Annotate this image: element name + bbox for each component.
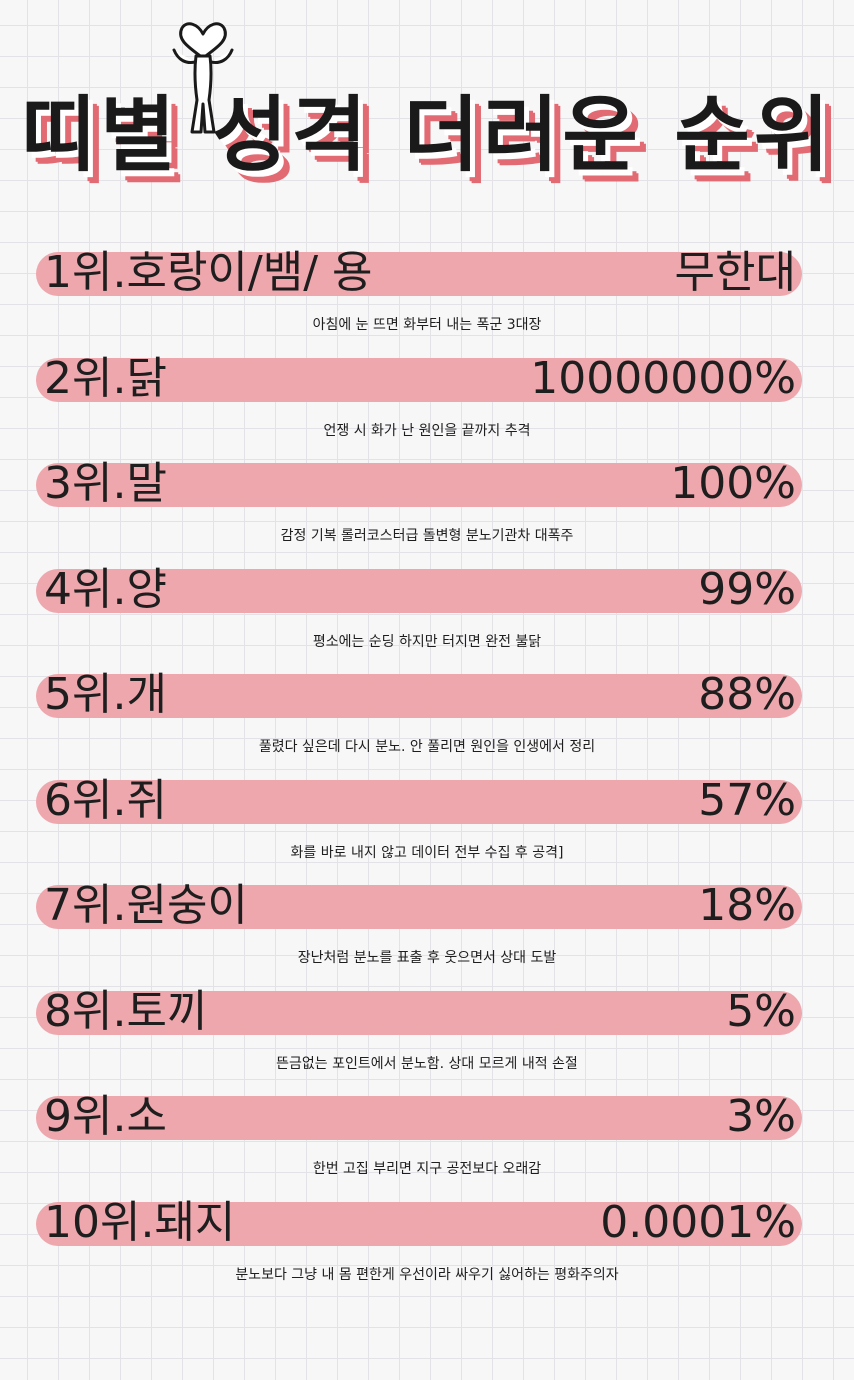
rank-label: 4위.양 bbox=[44, 563, 167, 615]
rank-bar bbox=[36, 1201, 802, 1246]
rank-value: 57% bbox=[698, 774, 796, 826]
rank-bar bbox=[36, 779, 802, 824]
rank-label: 3위.말 bbox=[44, 458, 167, 509]
rank-description: 아침에 눈 뜨면 화부터 내는 폭군 3대장 bbox=[312, 317, 542, 333]
rank-bar bbox=[36, 885, 802, 929]
rank-bar bbox=[36, 1096, 802, 1140]
rank-description: 언쟁 시 화가 난 원인을 끝까지 추격 bbox=[323, 422, 531, 439]
rank-label: 5위.개 bbox=[44, 669, 167, 720]
rank-label: 2위.닭 bbox=[44, 352, 167, 404]
rank-value: 5% bbox=[726, 985, 796, 1037]
page-title-area: 띠별 성격 더러운 순위 bbox=[0, 52, 854, 202]
rank-label: 6위.쥐 bbox=[44, 774, 167, 826]
page-title: 띠별 성격 더러운 순위 bbox=[20, 87, 834, 183]
rank-description: 분노보다 그냥 내 몸 편한게 우선이라 싸우기 싫어하는 평화주의자 bbox=[235, 1266, 619, 1283]
rank-description: 풀렸다 싶은데 다시 분노. 안 풀리면 원인을 인생에서 정리 bbox=[258, 739, 596, 755]
rank-value: 0.0001% bbox=[600, 1196, 796, 1248]
rank-value: 무한대 bbox=[674, 247, 796, 298]
rank-description: 한번 고집 부리면 지구 공전보다 오래감 bbox=[312, 1161, 542, 1177]
rank-value: 88% bbox=[698, 669, 796, 720]
rank-value: 100% bbox=[670, 458, 796, 509]
rank-description: 장난처럼 분노를 표출 후 웃으면서 상대 도발 bbox=[297, 950, 557, 966]
rank-bar bbox=[36, 252, 802, 296]
rank-bar bbox=[36, 990, 802, 1035]
rank-label: 1위.호랑이/뱀/ 용 bbox=[44, 247, 373, 298]
rank-description: 평소에는 순딩 하지만 터지면 완전 불닭 bbox=[312, 633, 542, 650]
rank-value: 3% bbox=[726, 1091, 796, 1142]
rank-bar bbox=[36, 674, 802, 718]
rank-label: 10위.돼지 bbox=[44, 1196, 236, 1248]
rank-value: 99% bbox=[698, 563, 796, 615]
rank-bar bbox=[36, 357, 802, 402]
mascot-figure-icon bbox=[172, 22, 234, 134]
rank-value: 18% bbox=[698, 880, 796, 931]
rank-label: 8위.토끼 bbox=[44, 985, 208, 1037]
rank-description: 뜬금없는 포인트에서 분노함. 상대 모르게 내적 손절 bbox=[276, 1055, 578, 1072]
rank-bar bbox=[36, 568, 802, 613]
rank-label: 7위.원숭이 bbox=[44, 880, 248, 931]
rank-bar bbox=[36, 463, 802, 507]
rank-value: 10000000% bbox=[530, 352, 796, 404]
rank-description: 감정 기복 롤러코스터급 돌변형 분노기관차 대폭주 bbox=[280, 528, 574, 544]
rank-label: 9위.소 bbox=[44, 1091, 167, 1142]
rank-description: 화를 바로 내지 않고 데이터 전부 수집 후 공격] bbox=[290, 844, 564, 861]
